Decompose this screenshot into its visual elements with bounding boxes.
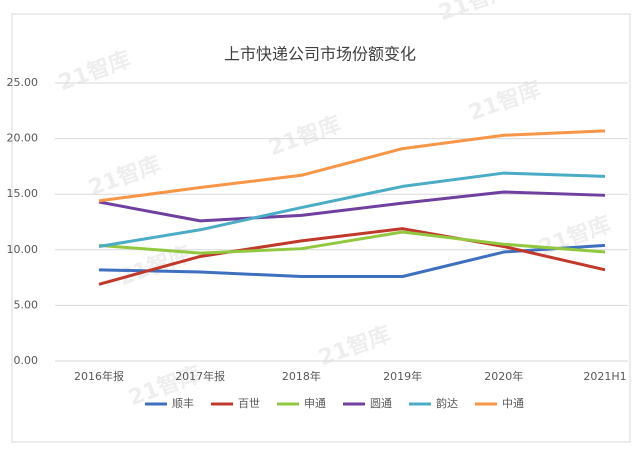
series-line bbox=[98, 190, 606, 223]
series-line bbox=[98, 171, 606, 248]
y-tick-label: 15.00 bbox=[7, 187, 39, 200]
x-tick-label: 2018年 bbox=[282, 369, 321, 383]
y-tick-label: 0.00 bbox=[14, 354, 39, 367]
chart-border bbox=[11, 13, 631, 443]
y-tick-label: 10.00 bbox=[7, 243, 39, 256]
series-line bbox=[98, 230, 606, 255]
x-tick-label: 2016年报 bbox=[74, 369, 124, 383]
legend-label: 中通 bbox=[502, 397, 524, 410]
x-tick-label: 2019年 bbox=[383, 369, 422, 383]
watermark: 21智库 bbox=[535, 211, 614, 261]
x-tick-label: 2020年 bbox=[484, 369, 523, 383]
watermark: 21智库 bbox=[55, 46, 134, 96]
y-tick-label: 5.00 bbox=[14, 298, 39, 311]
series-line bbox=[98, 227, 606, 286]
series-line bbox=[98, 129, 606, 203]
y-tick-label: 25.00 bbox=[7, 76, 39, 89]
x-tick-label: 2021H1 bbox=[583, 370, 626, 383]
legend-label: 顺丰 bbox=[172, 397, 194, 410]
chart-title: 上市快递公司市场份额变化 bbox=[224, 45, 416, 64]
legend-label: 申通 bbox=[304, 397, 326, 410]
legend-label: 圆通 bbox=[370, 397, 392, 410]
watermark: 21智库 bbox=[265, 111, 344, 161]
y-tick-label: 20.00 bbox=[7, 132, 39, 145]
legend-label: 韵达 bbox=[436, 396, 458, 410]
x-tick-label: 2017年报 bbox=[175, 369, 225, 383]
watermark: 21智库 bbox=[465, 76, 544, 126]
watermark: 21智库 bbox=[315, 321, 394, 371]
legend-label: 百世 bbox=[238, 397, 260, 410]
watermark: 21智库 bbox=[435, 0, 514, 26]
